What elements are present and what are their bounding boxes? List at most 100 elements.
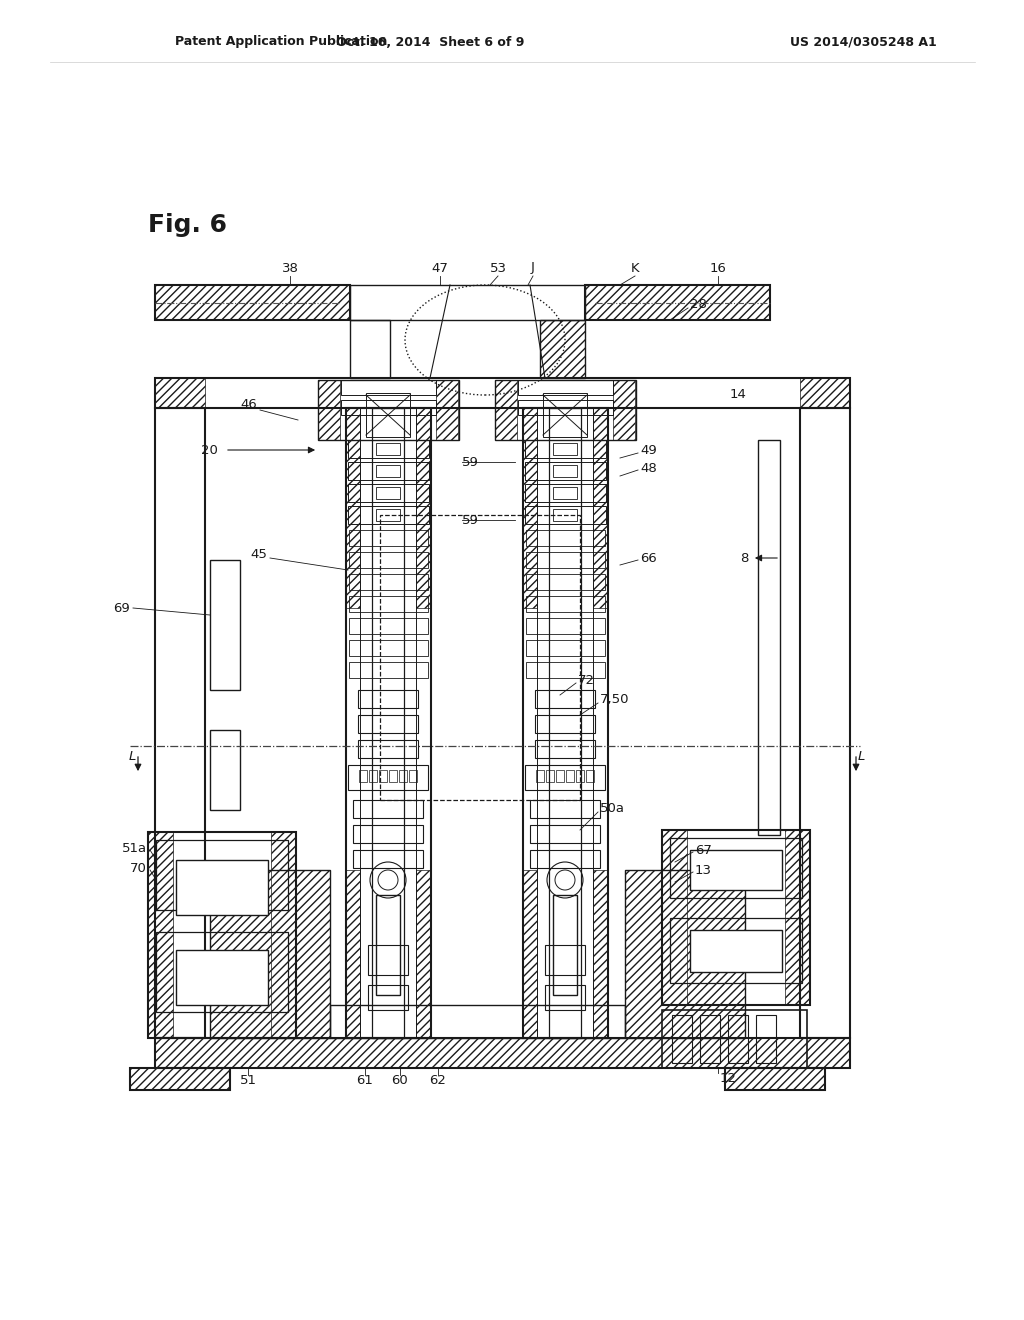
Bar	[756, 1015, 776, 1063]
Bar	[728, 1015, 748, 1063]
Bar	[330, 1005, 625, 1038]
Bar	[349, 574, 428, 590]
Bar	[566, 770, 574, 781]
Bar	[530, 800, 600, 818]
Bar	[155, 378, 850, 408]
Bar	[758, 440, 780, 836]
Text: 38: 38	[282, 261, 298, 275]
Text: US 2014/0305248 A1: US 2014/0305248 A1	[790, 36, 937, 49]
Bar	[353, 850, 423, 869]
Bar	[535, 741, 595, 758]
Bar	[535, 690, 595, 708]
Bar	[523, 408, 608, 1038]
Bar	[348, 462, 429, 480]
Bar	[155, 408, 205, 1038]
Bar	[670, 838, 802, 898]
Bar	[348, 506, 429, 524]
Bar	[350, 285, 585, 319]
Bar	[586, 770, 594, 781]
Bar	[416, 408, 430, 609]
Text: 13: 13	[695, 863, 712, 876]
Text: L: L	[858, 750, 865, 763]
Text: 28: 28	[690, 298, 707, 312]
Bar	[725, 1068, 825, 1090]
Bar	[625, 870, 745, 1038]
Bar	[210, 560, 240, 690]
Bar	[399, 770, 407, 781]
Bar	[530, 850, 600, 869]
Bar	[525, 506, 606, 524]
Bar	[349, 597, 428, 612]
Bar	[318, 380, 459, 440]
Bar	[549, 408, 581, 1038]
Bar	[785, 830, 810, 1005]
Bar	[155, 1038, 850, 1068]
Bar	[366, 393, 410, 437]
Text: 67: 67	[695, 843, 712, 857]
Bar	[525, 766, 605, 789]
Bar	[525, 462, 606, 480]
Bar	[376, 510, 400, 521]
Bar	[416, 870, 430, 1038]
Text: Oct. 16, 2014  Sheet 6 of 9: Oct. 16, 2014 Sheet 6 of 9	[336, 36, 524, 49]
Text: 7,50: 7,50	[600, 693, 630, 706]
Bar	[176, 950, 268, 1005]
Text: 51: 51	[240, 1073, 256, 1086]
Bar	[553, 444, 577, 455]
Bar	[348, 440, 429, 458]
Bar	[210, 730, 240, 810]
Text: 70: 70	[130, 862, 147, 874]
Bar	[495, 380, 636, 440]
Bar	[672, 1015, 692, 1063]
Bar	[536, 770, 544, 781]
Bar	[358, 741, 418, 758]
Bar	[526, 574, 605, 590]
Bar	[350, 319, 390, 378]
Text: 59: 59	[462, 455, 479, 469]
Bar	[346, 408, 360, 609]
Bar	[318, 380, 340, 440]
Bar	[725, 1068, 825, 1090]
Text: 59: 59	[462, 513, 479, 527]
Bar	[349, 531, 428, 546]
Bar	[525, 484, 606, 502]
Text: 66: 66	[640, 552, 656, 565]
Text: 20: 20	[201, 444, 218, 457]
Bar	[341, 380, 436, 395]
Bar	[389, 770, 397, 781]
Bar	[346, 408, 431, 1038]
Bar	[341, 400, 436, 414]
Bar	[353, 800, 423, 818]
Bar	[545, 985, 585, 1010]
Bar	[546, 770, 554, 781]
Bar	[593, 870, 607, 1038]
Bar	[155, 1038, 850, 1068]
Text: 45: 45	[250, 549, 267, 561]
Bar	[346, 870, 360, 1038]
Bar	[613, 380, 635, 440]
Bar	[625, 870, 745, 1038]
Bar	[148, 832, 296, 1038]
Polygon shape	[350, 285, 390, 378]
Bar	[358, 690, 418, 708]
Bar	[526, 618, 605, 634]
Bar	[545, 945, 585, 975]
Bar	[358, 715, 418, 733]
Bar	[359, 770, 367, 781]
Bar	[518, 400, 613, 414]
Bar	[155, 378, 205, 408]
Bar	[530, 825, 600, 843]
Bar	[670, 917, 802, 983]
Bar	[553, 465, 577, 477]
Bar	[155, 285, 350, 319]
Bar	[543, 393, 587, 437]
Bar	[800, 408, 850, 1038]
Bar	[523, 870, 537, 1038]
Bar	[369, 770, 377, 781]
Bar	[130, 1068, 230, 1090]
Bar	[349, 640, 428, 656]
Bar	[271, 832, 296, 1038]
Text: J: J	[531, 261, 535, 275]
Bar	[379, 770, 387, 781]
Text: 47: 47	[431, 261, 449, 275]
